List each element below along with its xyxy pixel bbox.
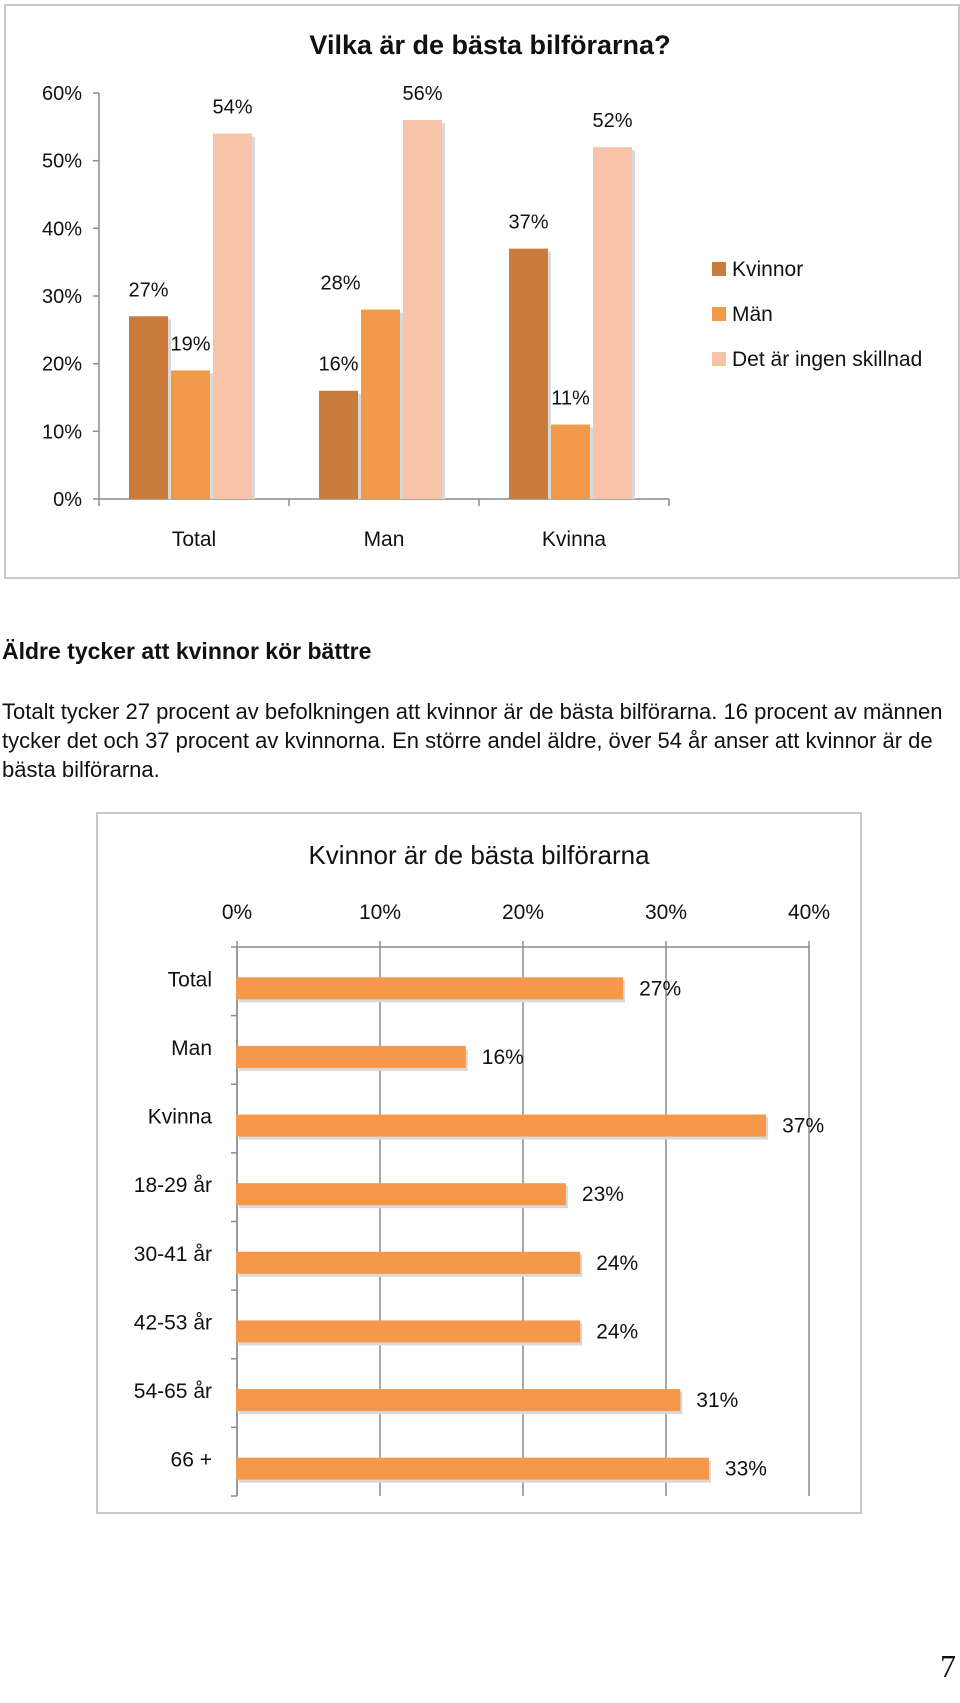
chart1-y-tick-label: 20% [42, 354, 82, 376]
chart2-bar [236, 977, 624, 1000]
chart1-x-tick-label: Kvinna [542, 528, 607, 551]
chart1-legend-label: Män [732, 303, 773, 326]
chart-grouped-bar: Vilka är de bästa bilförarna? 0% 10% 20% 30%… [4, 4, 960, 579]
article-heading: Äldre tycker att kvinnor kör bättre [2, 638, 372, 664]
chart2-y-tick-label: Man [171, 1037, 212, 1060]
chart1-bar [213, 133, 252, 499]
chart2-x-tick-label: 40% [788, 901, 830, 924]
article-body: Totalt tycker 27 procent av befolkningen… [2, 699, 943, 782]
chart1-legend-swatch [712, 352, 726, 366]
chart2-value-label: 33% [725, 1458, 767, 1481]
chart2-x-tick-label: 0% [222, 901, 252, 924]
chart1-y-tick-label: 0% [53, 489, 82, 511]
chart1-value-label: 27% [128, 279, 168, 301]
chart1-bar [171, 370, 210, 499]
chart2-value-label: 16% [482, 1046, 524, 1069]
chart2-x-tick-label: 30% [645, 901, 687, 924]
chart1-value-label: 37% [508, 212, 548, 234]
chart2-svg: Kvinnor är de bästa bilförarna 0% 10% 20% 30… [134, 840, 830, 1497]
chart1-legend-swatch [712, 262, 726, 276]
chart1-bar [361, 309, 400, 499]
chart1-value-label: 19% [170, 333, 210, 355]
chart1-value-label: 11% [551, 388, 590, 410]
chart2-value-label: 24% [596, 1320, 638, 1343]
chart-horizontal-bar: Kvinnor är de bästa bilförarna 0% 10% 20% 30… [96, 812, 862, 1514]
chart2-title: Kvinnor är de bästa bilförarna [308, 840, 650, 870]
chart2-y-tick-label: 18-29 år [134, 1174, 212, 1197]
chart1-bar [509, 248, 548, 499]
chart2-bar [236, 1045, 466, 1068]
chart2-x-tick-label: 20% [502, 901, 544, 924]
chart2-y-tick-label: Total [168, 968, 212, 991]
chart1-y-tick-label: 60% [42, 83, 82, 105]
chart1-y-tick-label: 30% [42, 286, 82, 308]
chart2-y-tick-label: 42-53 år [134, 1311, 212, 1334]
chart2-y-tick-label: 54-65 år [134, 1380, 212, 1403]
chart2-bar [236, 1114, 767, 1137]
chart2-value-label: 27% [639, 977, 681, 1000]
chart1-title: Vilka är de bästa bilförarna? [309, 30, 670, 60]
chart1-bar [403, 120, 442, 500]
chart2-y-tick-label: 66 + [171, 1449, 212, 1472]
chart1-value-label: 28% [320, 273, 360, 295]
chart1-legend-swatch [712, 307, 726, 321]
chart1-x-tick-label: Man [364, 528, 405, 551]
chart2-x-tick-label: 10% [359, 901, 401, 924]
chart1-bar [593, 147, 632, 499]
chart1-bar [129, 316, 168, 499]
chart2-y-tick-label: Kvinna [148, 1106, 213, 1129]
chart2-bar [236, 1251, 581, 1274]
chart2-bar [236, 1389, 681, 1412]
chart2-value-label: 37% [782, 1115, 824, 1138]
chart1-y-tick-label: 50% [42, 151, 82, 173]
chart1-value-label: 56% [402, 83, 442, 105]
chart1-value-label: 54% [212, 97, 252, 119]
chart2-bar [236, 1320, 581, 1343]
chart2-value-label: 31% [696, 1389, 738, 1412]
chart2-value-label: 24% [596, 1252, 638, 1275]
chart1-x-tick-label: Total [172, 528, 216, 551]
chart1-value-label: 52% [592, 110, 632, 132]
chart1-legend-label: Kvinnor [732, 258, 803, 281]
chart1-bar [551, 424, 590, 499]
chart1-y-tick-label: 10% [42, 421, 82, 443]
chart1-value-label: 16% [318, 354, 358, 376]
page-number: 7 [940, 1648, 956, 1684]
chart1-legend-label: Det är ingen skillnad [732, 348, 922, 371]
chart1-svg: Vilka är de bästa bilförarna? 0% 10% 20% 30%… [42, 30, 922, 551]
chart1-y-tick-label: 40% [42, 218, 82, 240]
chart2-bar [236, 1457, 709, 1480]
chart2-value-label: 23% [582, 1183, 624, 1206]
chart2-y-tick-label: 30-41 år [134, 1243, 212, 1266]
chart2-bar [236, 1183, 566, 1206]
chart1-bar [319, 390, 358, 499]
